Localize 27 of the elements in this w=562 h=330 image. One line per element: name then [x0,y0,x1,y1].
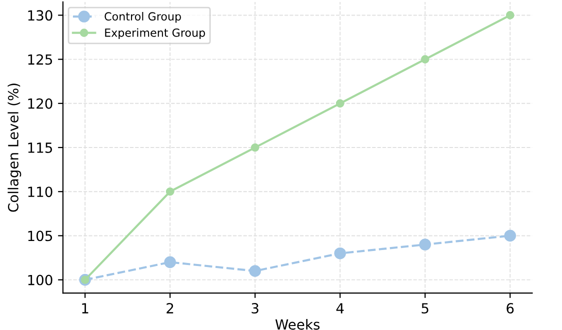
y-tick-label: 100 [28,274,52,286]
x-tick-label: 5 [422,303,428,314]
point [506,11,514,20]
x-tick-label: 3 [252,303,258,314]
y-tick-label: 105 [28,230,52,242]
point [504,230,516,242]
x-tick-label: 4 [336,303,344,314]
y-tick-label: 130 [28,10,52,21]
x-tick-label: 1 [82,303,88,314]
point [164,256,176,268]
point [166,187,174,196]
x-tick-label: 6 [506,303,514,314]
point [334,247,346,260]
legend-label: Control Group [104,12,181,23]
x-axis-title: Weeks [275,318,320,330]
point [420,55,430,64]
y-tick-label: 115 [28,142,52,153]
y-tick-label: 125 [28,54,52,65]
legend-label: Experiment Group [105,28,205,40]
y-tick-label: 120 [28,98,52,109]
point [336,99,344,108]
x-tick-label: 2 [166,303,174,314]
point [419,238,431,250]
y-tick-label: 110 [28,186,52,198]
point [249,265,261,277]
y-axis-title: Collagen Level (%) [8,84,22,212]
point [250,143,260,152]
